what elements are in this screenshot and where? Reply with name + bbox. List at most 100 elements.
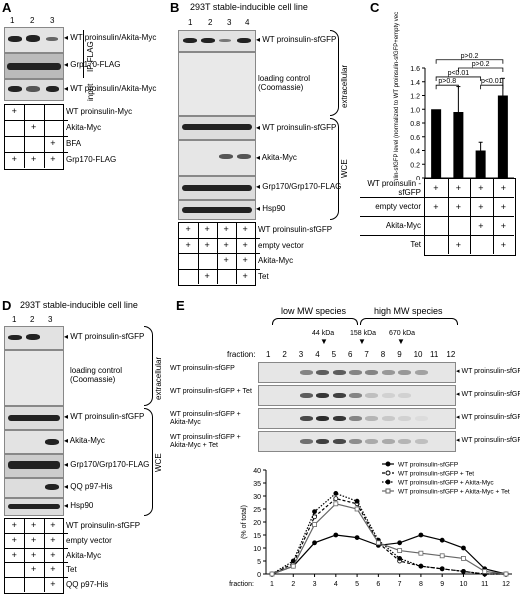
arrow-left-icon: ◂ xyxy=(64,436,69,445)
grid-cell: + xyxy=(11,154,17,164)
blot-label: ◂ WT proinsulin-sfGFP xyxy=(456,414,520,421)
blot-image xyxy=(258,431,456,452)
grid-cell: + xyxy=(242,255,248,265)
x-tick-label: 6 xyxy=(376,581,380,588)
fraction-number: 9 xyxy=(397,350,402,359)
grid-cell: + xyxy=(478,221,484,231)
side-label: IP:FLAG xyxy=(86,41,95,72)
bracket xyxy=(272,318,358,325)
arrow-left-icon: ◂ xyxy=(64,33,69,42)
blot-image xyxy=(4,430,64,454)
fraction-number: 5 xyxy=(331,350,337,359)
lane-number: 3 xyxy=(50,16,55,25)
bar xyxy=(475,150,486,178)
data-point xyxy=(503,571,509,577)
grid-cell: + xyxy=(455,202,462,212)
fraction-number: 8 xyxy=(380,350,386,359)
significance-label: p>0.2 xyxy=(461,53,479,60)
blot-image xyxy=(178,200,256,220)
fraction-number: 7 xyxy=(364,350,369,359)
significance-label: p>0.2 xyxy=(472,61,490,68)
y-tick-label: 0.2 xyxy=(410,162,420,169)
row-label: Tet xyxy=(258,271,269,281)
grid-cell: + xyxy=(50,549,56,560)
blot-label: Hsp90 xyxy=(262,204,286,213)
significance-label: p<0.01 xyxy=(448,70,470,77)
data-point xyxy=(439,537,445,543)
panel-a-label: A xyxy=(2,0,12,15)
grid-cell: + xyxy=(455,240,462,250)
grid-cell: + xyxy=(50,579,56,590)
row-label: WT proinsulin-sfGFP xyxy=(258,225,333,234)
series-line xyxy=(271,534,507,575)
row-label: BFA xyxy=(66,139,82,148)
blot-image xyxy=(4,478,64,498)
y-tick-label: 10 xyxy=(253,546,261,553)
data-point xyxy=(482,569,488,574)
lane-number: 3 xyxy=(227,18,232,27)
lane-number: 3 xyxy=(48,315,53,324)
x-tick-label: 4 xyxy=(334,581,338,588)
fraction-number: 2 xyxy=(282,350,287,359)
grid-cell: + xyxy=(50,520,56,530)
data-point xyxy=(418,532,424,538)
grid-cell: + xyxy=(11,549,17,560)
grid-cell: + xyxy=(478,183,484,193)
data-point xyxy=(397,540,403,546)
bar xyxy=(497,95,508,178)
data-point xyxy=(439,553,445,559)
significance-bracket xyxy=(480,84,504,90)
x-tick-label: 5 xyxy=(355,581,359,588)
blot-image xyxy=(258,362,456,383)
row-label: Akita-Myc xyxy=(66,550,102,560)
blot-label: WT proinsulin-sfGFP xyxy=(262,35,337,44)
significance-label: p<0.01 xyxy=(481,78,503,85)
significance-bracket xyxy=(435,84,459,90)
row-label: Tet xyxy=(410,240,421,249)
bracket xyxy=(330,118,339,220)
blot-row-label: WT proinsulin-sfGFP + Tet xyxy=(170,388,252,395)
data-point xyxy=(461,569,466,574)
y-tick-label: 0 xyxy=(257,572,261,579)
y-tick-label: 15 xyxy=(253,533,261,540)
blot-image xyxy=(178,140,256,176)
y-tick-label: 40 xyxy=(253,468,261,475)
fraction-number: 12 xyxy=(446,350,456,359)
data-point xyxy=(333,491,339,496)
grid-cell: + xyxy=(50,564,56,575)
arrow-down-icon: ▼ xyxy=(397,337,405,346)
x-tick-label: 7 xyxy=(398,581,402,588)
data-point xyxy=(354,535,360,540)
grid-cell: + xyxy=(50,138,56,148)
blot-image xyxy=(4,53,64,79)
y-axis-label: (% of total) xyxy=(241,505,248,539)
significance-bracket xyxy=(435,59,504,64)
arrow-left-icon: ◂ xyxy=(64,84,69,93)
legend-marker xyxy=(385,479,391,485)
data-point xyxy=(290,563,296,569)
side-label: WCE xyxy=(340,159,349,178)
grid-cell: + xyxy=(204,224,210,234)
x-tick-label: 12 xyxy=(502,581,510,588)
legend-label: WT proinsulin-sfGFP + Akita-Myc xyxy=(398,480,494,487)
grid-cell: + xyxy=(478,202,484,212)
grid-cell: + xyxy=(223,224,229,234)
blot-image xyxy=(178,176,256,200)
blot-label: Grp170/Grp170-FLAG xyxy=(70,460,150,469)
blot-label: ◂ WT proinsulin-sfGFP xyxy=(456,391,520,398)
grid-cell: + xyxy=(242,239,248,250)
grid-cell: + xyxy=(433,183,439,193)
row-label: Akita-Myc xyxy=(385,221,421,230)
y-tick-label: 35 xyxy=(253,481,261,488)
panel-title: 293T stable-inducible cell line xyxy=(190,2,308,12)
legend-label: WT proinsulin-sfGFP + Tet xyxy=(398,471,474,478)
blot-image xyxy=(4,454,64,478)
legend-label: WT proinsulin-sfGFP + Akita-Myc + Tet xyxy=(398,489,510,496)
grid-cell: + xyxy=(11,534,17,545)
blot-label: WT proinsulin/Akita-Myc xyxy=(70,33,157,42)
fraction-number: 11 xyxy=(430,350,439,359)
lane-number: 1 xyxy=(188,18,193,27)
blot-image xyxy=(258,408,456,429)
arrow-left-icon: ◂ xyxy=(64,460,69,469)
